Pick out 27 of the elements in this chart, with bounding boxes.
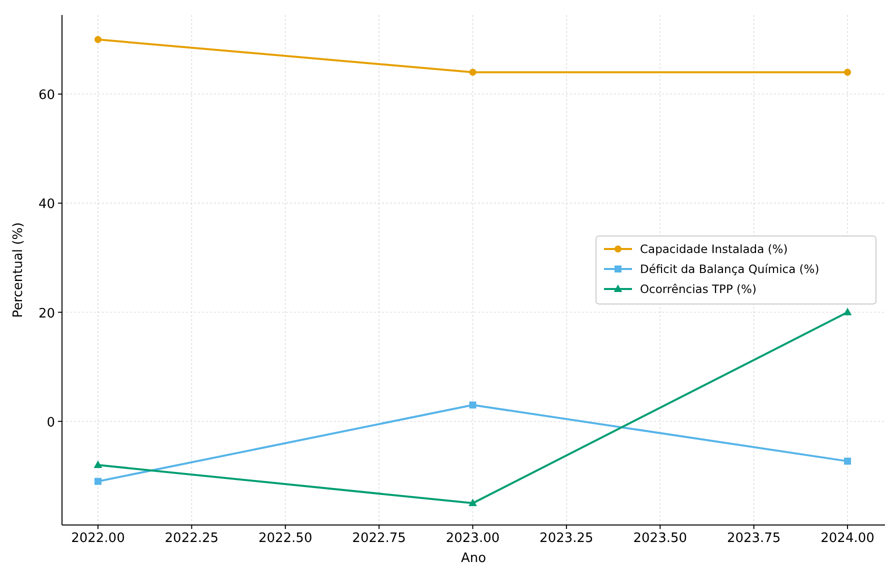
- point: [94, 36, 102, 44]
- point: [468, 498, 477, 506]
- y-tick-label: 60: [38, 88, 55, 104]
- y-tick-label: 0: [46, 415, 55, 430]
- point: [469, 68, 476, 76]
- x-tick-label: 2023.75: [726, 531, 781, 546]
- point: [844, 458, 852, 465]
- x-tick-label: 2023.50: [633, 531, 688, 546]
- point: [94, 460, 102, 468]
- x-tick-label: 2022.75: [352, 531, 406, 546]
- y-tick-label: 20: [38, 306, 55, 322]
- point: [94, 478, 102, 485]
- legend-label: Déficit da Balança Química (%): [640, 262, 820, 276]
- y-tick-label: 40: [38, 197, 55, 212]
- x-tick-label: 2022.50: [258, 531, 312, 546]
- point: [843, 308, 852, 316]
- legend-label: Ocorrências TPP (%): [640, 282, 756, 296]
- x-tick-label: 2022.25: [164, 531, 219, 546]
- point: [844, 68, 852, 76]
- x-tick-label: 2022.00: [71, 531, 125, 546]
- point: [469, 402, 476, 408]
- y-axis-title: Percentual (%): [11, 222, 26, 318]
- x-tick-label: 2023.25: [540, 531, 594, 546]
- x-tick-label: 2024.00: [820, 531, 874, 546]
- x-axis-title: Ano: [460, 551, 486, 564]
- legend-label: Capacidade Instalada (%): [640, 242, 788, 256]
- x-tick-label: 2023.00: [446, 531, 500, 546]
